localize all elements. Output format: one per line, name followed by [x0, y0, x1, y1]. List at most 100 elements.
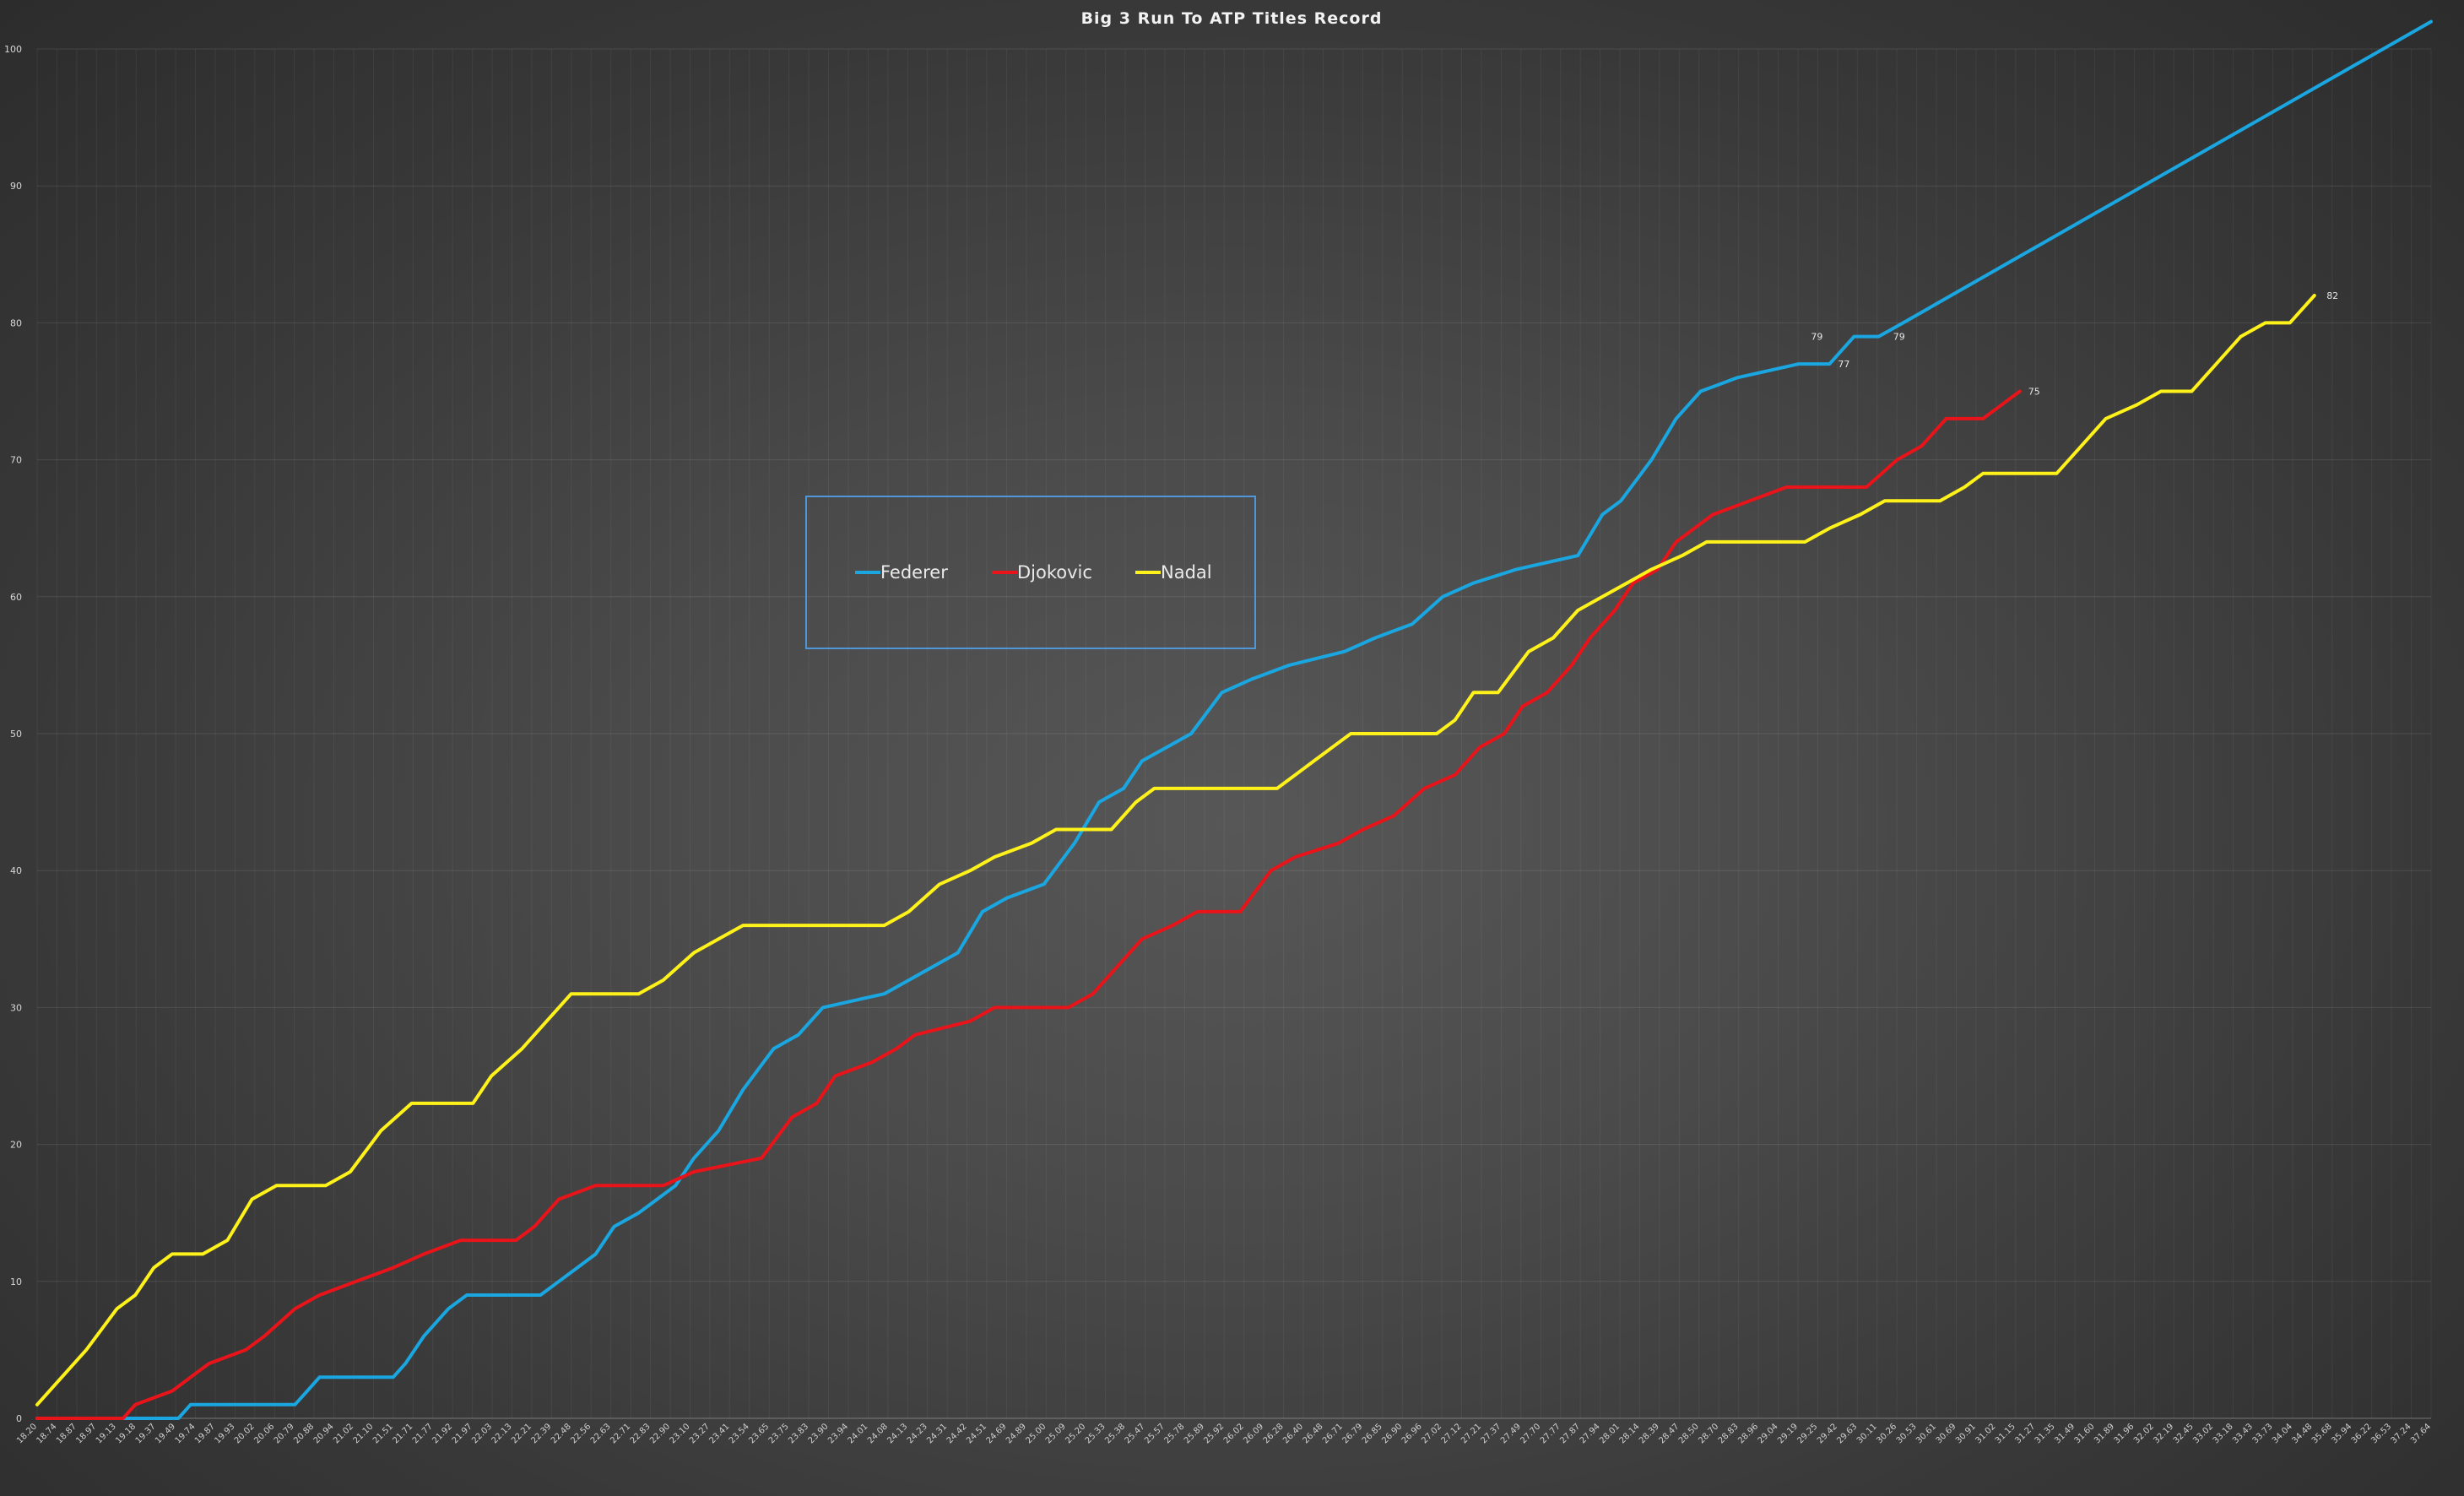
- x-tick-label: 18.74: [35, 1422, 59, 1445]
- gridlines: [36, 48, 2432, 1419]
- x-tick-label: 37.64: [2409, 1422, 2433, 1445]
- series-lines: [35, 19, 2433, 1420]
- y-tick-label: 10: [10, 1276, 22, 1287]
- x-tick-label: 25.57: [1143, 1422, 1167, 1445]
- x-tick-label: 28.50: [1677, 1422, 1701, 1445]
- x-tick-label: 26.28: [1262, 1422, 1286, 1445]
- end-label-federer: 79: [1893, 332, 1905, 343]
- x-tick-label: 23.75: [767, 1422, 791, 1445]
- x-tick-label: 22.63: [589, 1422, 613, 1445]
- x-tick-label: 33.18: [2212, 1422, 2235, 1445]
- x-tick-label: 30.69: [1935, 1422, 1958, 1445]
- x-tick-label: 26.02: [1222, 1422, 1246, 1445]
- x-tick-label: 23.10: [669, 1422, 692, 1445]
- x-tick-label: 32.19: [2152, 1422, 2175, 1445]
- x-tick-label: 27.77: [1539, 1422, 1562, 1445]
- x-tick-label: 18.97: [74, 1422, 98, 1445]
- x-tick-label: 20.88: [292, 1422, 316, 1445]
- x-tick-label: 25.92: [1202, 1422, 1226, 1445]
- legend-label-federer: Federer: [880, 562, 948, 583]
- series-line-nadal: [35, 294, 2316, 1407]
- x-tick-label: 29.04: [1757, 1422, 1780, 1445]
- x-tick-label: 23.41: [707, 1422, 731, 1445]
- legend-box: [805, 496, 1256, 649]
- x-tick-label: 24.08: [866, 1422, 890, 1445]
- x-tick-label: 28.96: [1736, 1422, 1760, 1445]
- x-tick-label: 30.91: [1954, 1422, 1978, 1445]
- x-tick-label: 27.87: [1558, 1422, 1582, 1445]
- y-tick-label: 70: [10, 455, 22, 466]
- x-tick-label: 27.94: [1579, 1422, 1602, 1445]
- x-tick-label: 31.89: [2093, 1422, 2116, 1445]
- x-tick-label: 24.42: [945, 1422, 969, 1445]
- x-tick-label: 22.83: [629, 1422, 653, 1445]
- x-tick-label: 26.90: [1380, 1422, 1404, 1445]
- x-tick-label: 23.83: [787, 1422, 810, 1445]
- x-tick-label: 28.70: [1697, 1422, 1720, 1445]
- x-tick-label: 30.26: [1875, 1422, 1898, 1445]
- x-tick-label: 31.49: [2053, 1422, 2077, 1445]
- x-tick-label: 25.09: [1044, 1422, 1068, 1445]
- x-tick-label: 31.35: [2033, 1422, 2057, 1445]
- y-tick-label: 40: [10, 865, 22, 876]
- x-tick-label: 33.02: [2191, 1422, 2215, 1445]
- x-tick-label: 31.02: [1974, 1422, 1997, 1445]
- x-tick-label: 23.94: [826, 1422, 850, 1445]
- x-tick-label: 25.00: [1024, 1422, 1048, 1445]
- x-tick-label: 34.04: [2271, 1422, 2294, 1445]
- x-tick-label: 18.20: [15, 1422, 39, 1445]
- x-tick-label: 31.96: [2113, 1422, 2136, 1445]
- x-tick-label: 28.83: [1717, 1422, 1741, 1445]
- y-tick-label: 80: [10, 317, 22, 328]
- x-tick-label: 30.61: [1914, 1422, 1938, 1445]
- x-tick-label: 19.13: [95, 1422, 118, 1445]
- x-tick-label: 33.73: [2251, 1422, 2275, 1445]
- x-tick-label: 28.14: [1618, 1422, 1642, 1445]
- x-tick-label: 30.53: [1895, 1422, 1919, 1445]
- x-tick-label: 24.31: [925, 1422, 949, 1445]
- x-tick-label: 20.02: [233, 1422, 257, 1445]
- x-tick-label: 28.01: [1598, 1422, 1622, 1445]
- x-tick-label: 24.69: [985, 1422, 1009, 1445]
- x-tick-label: 26.71: [1321, 1422, 1345, 1445]
- x-tick-label: 25.78: [1162, 1422, 1186, 1445]
- x-tick-label: 26.79: [1340, 1422, 1364, 1445]
- y-tick-label: 20: [10, 1140, 22, 1151]
- x-tick-label: 19.18: [114, 1422, 138, 1445]
- x-tick-label: 37.24: [2390, 1422, 2413, 1445]
- x-tick-label: 36.22: [2350, 1422, 2374, 1445]
- x-tick-label: 27.49: [1499, 1422, 1523, 1445]
- x-tick-label: 24.23: [906, 1422, 929, 1445]
- y-axis: 0 10 20 30 40 50 60 70 80 90 100: [4, 44, 22, 1424]
- x-tick-label: 22.13: [490, 1422, 514, 1445]
- end-label-nadal-tertiary: 77: [1838, 359, 1849, 370]
- x-tick-label: 26.85: [1361, 1422, 1384, 1445]
- end-label-nadal-secondary: 79: [1811, 332, 1822, 343]
- x-tick-label: 31.15: [1994, 1422, 2017, 1445]
- x-tick-label: 22.39: [529, 1422, 553, 1445]
- x-tick-label: 28.47: [1657, 1422, 1681, 1445]
- x-tick-label: 36.53: [2369, 1422, 2393, 1445]
- x-tick-label: 26.96: [1400, 1422, 1424, 1445]
- x-tick-label: 32.02: [2132, 1422, 2156, 1445]
- x-tick-label: 33.43: [2231, 1422, 2255, 1445]
- series-line-federer: [35, 19, 2433, 1420]
- x-tick-label: 22.03: [470, 1422, 494, 1445]
- x-tick-label: 34.48: [2290, 1422, 2314, 1445]
- end-label-djokovic: 75: [2028, 387, 2040, 398]
- y-tick-label: 0: [16, 1413, 22, 1424]
- x-tick-label: 20.79: [273, 1422, 296, 1445]
- x-tick-label: 23.65: [747, 1422, 771, 1445]
- x-tick-label: 19.74: [174, 1422, 198, 1445]
- series-line-djokovic: [35, 389, 2022, 1420]
- y-tick-label: 50: [10, 729, 22, 740]
- x-tick-label: 24.51: [965, 1422, 988, 1445]
- x-tick-label: 21.77: [411, 1422, 435, 1445]
- x-tick-label: 20.94: [312, 1422, 336, 1445]
- x-tick-label: 27.70: [1519, 1422, 1542, 1445]
- y-tick-label: 90: [10, 181, 22, 192]
- x-tick-label: 21.71: [391, 1422, 414, 1445]
- x-tick-label: 21.92: [431, 1422, 454, 1445]
- x-tick-label: 35.94: [2330, 1422, 2353, 1445]
- x-tick-label: 31.60: [2073, 1422, 2097, 1445]
